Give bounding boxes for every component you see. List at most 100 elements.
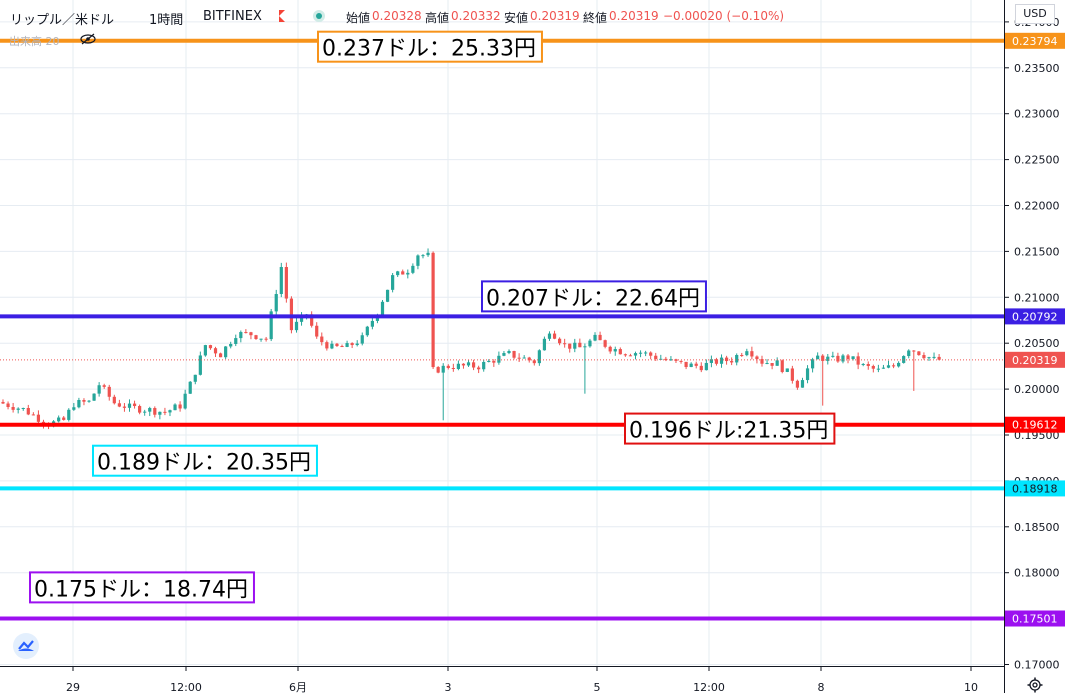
interval[interactable]: 1時間	[149, 13, 184, 28]
candle-body	[168, 410, 172, 413]
symbol-title[interactable]: リップル／米ドル	[10, 13, 115, 28]
candle-body	[719, 357, 724, 364]
candle-body	[325, 342, 329, 349]
annotation[interactable]: 0.207ドル：22.64円	[481, 280, 707, 313]
tradingview-logo-icon[interactable]	[13, 633, 39, 659]
candle-body	[274, 294, 278, 312]
candle-body	[355, 343, 359, 346]
candle-body	[492, 360, 496, 363]
line-price-label: 0.18918	[1012, 482, 1058, 495]
candle-body	[841, 355, 845, 362]
candle-body	[740, 355, 744, 357]
change-value: −0.00020 (−0.10%)	[663, 9, 785, 23]
time-tick-label: 29	[66, 681, 80, 693]
candle-body	[507, 351, 511, 354]
low-value: 0.20319	[530, 9, 580, 23]
annotation-text: 0.207ドル：22.64円	[486, 286, 700, 311]
price-tick-label: 0.18500	[1014, 521, 1060, 534]
candle-body	[259, 338, 263, 340]
settings-gear-icon[interactable]	[1027, 677, 1043, 693]
time-tick-label: 12:00	[170, 681, 202, 693]
close-label: 終値	[583, 11, 608, 25]
eye-hidden-icon[interactable]	[80, 33, 96, 45]
close-value: 0.20319	[609, 9, 659, 23]
candle-body	[471, 362, 476, 368]
annotation[interactable]: 0.189ドル：20.35円	[92, 444, 318, 477]
candle-body	[117, 403, 121, 407]
annotation-box	[481, 280, 707, 313]
candle-body	[542, 338, 547, 351]
candle-body	[775, 360, 779, 366]
time-axis[interactable]: 29 12:00 6月 3 5 12:00 8 10	[0, 666, 1004, 693]
annotation[interactable]: 0.175ドル：18.74円	[29, 571, 255, 604]
annotation-text: 0.237ドル：25.33円	[322, 37, 536, 62]
annotations[interactable]: 0.237ドル：25.33円 0.207ドル：22.64円 0.196ドル:21.3…	[29, 30, 836, 604]
annotation[interactable]: 0.196ドル:21.35円	[624, 412, 836, 445]
open-label: 始値	[346, 11, 371, 25]
annotation-text: 0.196ドル:21.35円	[629, 419, 828, 444]
time-tick-label: 3	[445, 681, 452, 693]
candle-body	[416, 255, 420, 266]
annotation-text: 0.175ドル：18.74円	[34, 577, 248, 602]
candle-body	[441, 365, 445, 373]
horizontal-lines[interactable]	[0, 38, 1004, 621]
line-price-label-bg	[1005, 480, 1065, 497]
candle-body	[654, 355, 658, 359]
grid	[0, 0, 1003, 666]
candle-body	[183, 393, 187, 409]
time-tick-label: 12:00	[693, 681, 725, 693]
candle-body	[340, 346, 344, 348]
candle-body	[218, 353, 223, 358]
candle-body	[188, 381, 192, 394]
candle-body	[517, 357, 521, 359]
annotation-box	[317, 30, 543, 63]
candle-body	[588, 340, 592, 347]
candle-body	[932, 356, 936, 358]
candle-body	[401, 271, 405, 275]
candle-body	[735, 355, 739, 363]
candle-body	[851, 356, 855, 360]
candle-body	[269, 311, 273, 340]
candle-body	[821, 355, 825, 361]
candle-body	[502, 353, 506, 356]
candle-body	[82, 400, 86, 402]
candle-body	[138, 406, 142, 413]
line-price-label-bg	[1005, 308, 1065, 325]
time-tick-label: 5	[594, 681, 601, 693]
line-price-label-bg	[1005, 416, 1065, 433]
candle-body	[370, 320, 374, 327]
candle-body	[578, 342, 582, 348]
candle-body	[608, 346, 612, 352]
candle-body	[461, 363, 466, 366]
candle-body	[897, 362, 901, 367]
candle-body	[335, 343, 339, 347]
candle-body	[350, 343, 354, 346]
candle-body	[826, 356, 830, 361]
candle-body	[1, 401, 5, 404]
candle-body	[871, 365, 875, 369]
price-tick-label: 0.18000	[1014, 567, 1060, 580]
candle-body	[289, 298, 294, 331]
candle-body	[107, 386, 111, 397]
candle-body	[92, 393, 96, 401]
price-axis[interactable]: 0.170000.175000.180000.185000.190000.195…	[1004, 0, 1060, 693]
candle-body	[16, 408, 20, 410]
price-tick-label: 0.21000	[1014, 291, 1060, 304]
flag-icon[interactable]	[279, 10, 285, 22]
candle-body	[907, 350, 911, 357]
candle-body	[127, 403, 132, 408]
candle-body	[294, 321, 299, 331]
candle-body	[249, 332, 253, 336]
currency-button[interactable]: USD	[1015, 4, 1055, 24]
candle-body	[760, 359, 764, 364]
candle-body	[396, 271, 400, 276]
market-status-icon	[313, 10, 325, 22]
price-labels: 0.23794 0.20792 0.19612 0.18918 0.17501 0.203…	[1005, 32, 1065, 627]
annotation[interactable]: 0.237ドル：25.33円	[317, 30, 543, 63]
candle-body	[689, 363, 693, 368]
candle-body	[234, 338, 238, 344]
candle-body	[421, 255, 425, 257]
candle-body	[927, 357, 931, 359]
candle-body	[811, 359, 815, 369]
